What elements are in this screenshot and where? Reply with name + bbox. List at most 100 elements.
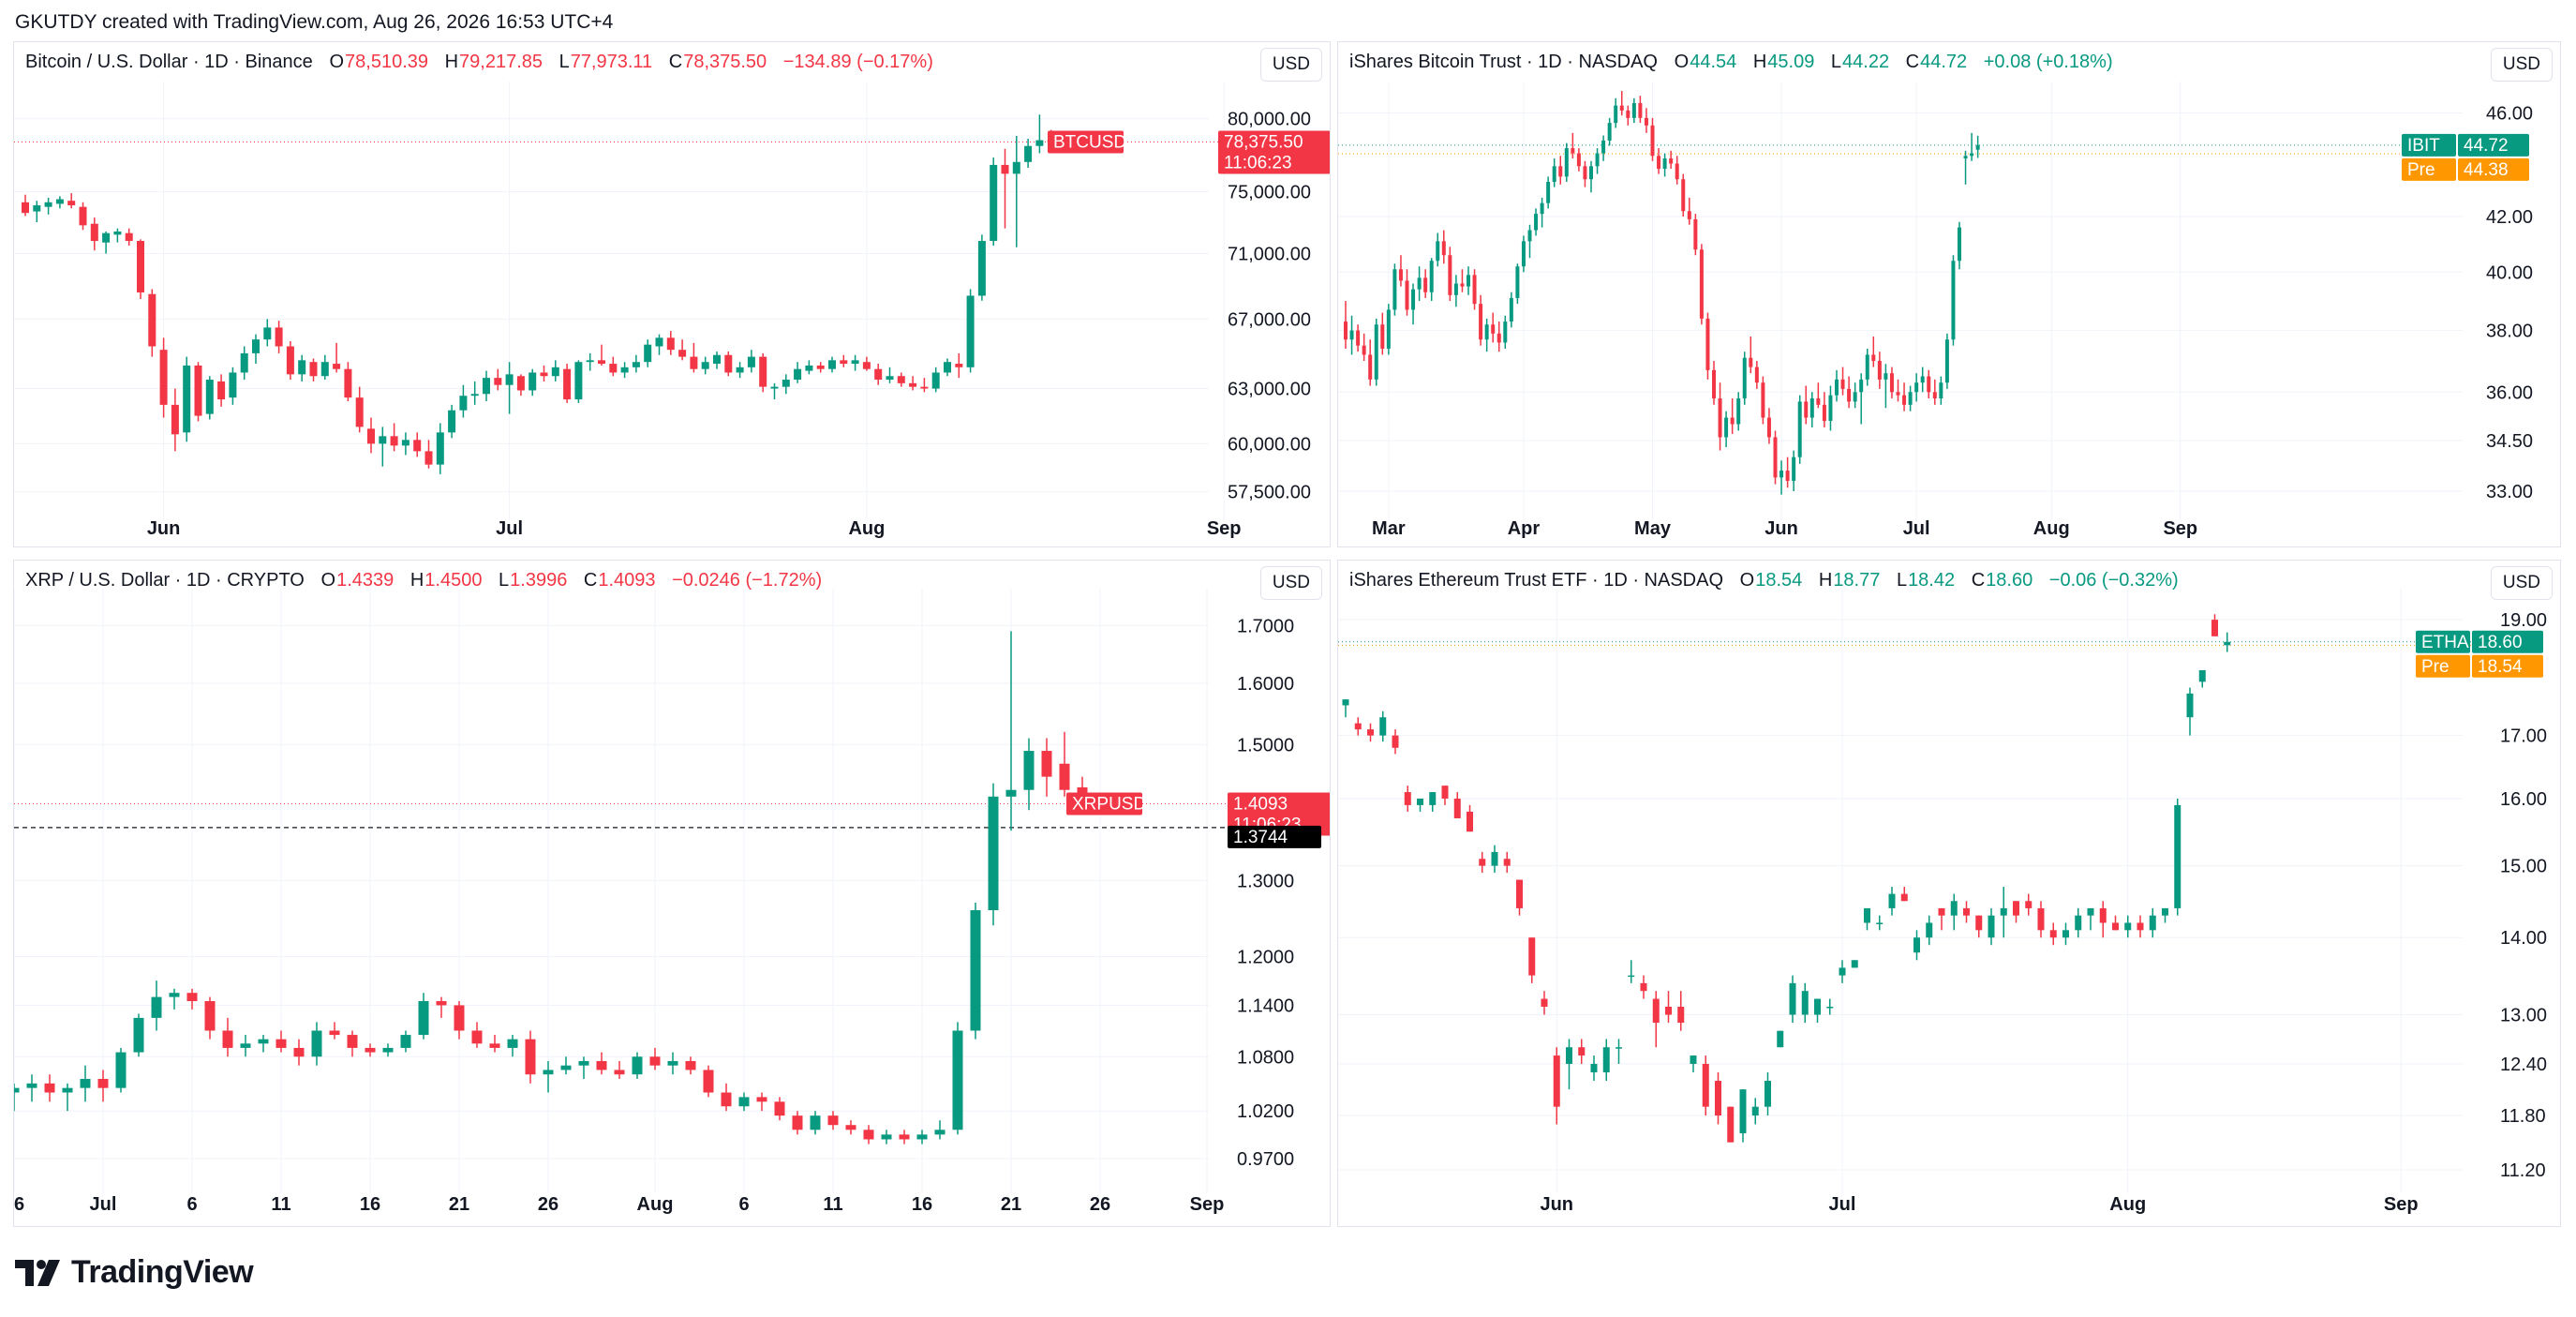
candle[interactable] — [1792, 450, 1796, 491]
candle[interactable] — [344, 362, 352, 402]
candle[interactable] — [862, 356, 871, 371]
candle[interactable] — [1826, 998, 1834, 1015]
candle[interactable] — [1001, 148, 1009, 229]
candle[interactable] — [1764, 1071, 1771, 1116]
candle[interactable] — [1441, 786, 1449, 805]
candle[interactable] — [1546, 176, 1551, 209]
candle[interactable] — [1739, 1089, 1747, 1143]
candle[interactable] — [1035, 114, 1044, 154]
candle[interactable] — [805, 360, 813, 375]
candle[interactable] — [2124, 915, 2132, 938]
candle[interactable] — [217, 374, 226, 407]
candle[interactable] — [1386, 304, 1391, 355]
candle[interactable] — [756, 1092, 767, 1112]
candle[interactable] — [632, 354, 640, 373]
candle[interactable] — [1888, 887, 1896, 916]
candle[interactable] — [578, 1056, 589, 1080]
candle[interactable] — [1932, 379, 1937, 405]
candle[interactable] — [2149, 907, 2156, 938]
candle[interactable] — [1379, 711, 1387, 742]
candle[interactable] — [525, 1030, 536, 1084]
candle[interactable] — [586, 352, 594, 371]
candle[interactable] — [55, 196, 64, 209]
candle[interactable] — [205, 376, 214, 420]
currency-button[interactable]: USD — [2490, 48, 2553, 82]
candle[interactable] — [792, 1111, 803, 1135]
candle[interactable] — [1677, 991, 1685, 1031]
candle[interactable] — [1914, 373, 1919, 402]
candle[interactable] — [529, 368, 537, 397]
candle[interactable] — [448, 404, 456, 439]
candle[interactable] — [1626, 105, 1630, 126]
candle[interactable] — [1951, 255, 1956, 346]
candle[interactable] — [1467, 804, 1473, 832]
candle[interactable] — [1521, 235, 1526, 273]
candle[interactable] — [1785, 456, 1790, 488]
candle[interactable] — [204, 996, 216, 1040]
candle[interactable] — [1467, 266, 1470, 295]
candle[interactable] — [329, 1022, 340, 1040]
candle[interactable] — [1809, 392, 1814, 427]
candle[interactable] — [794, 362, 802, 383]
candle[interactable] — [44, 197, 52, 215]
candle[interactable] — [1690, 1055, 1697, 1072]
candle[interactable] — [1963, 901, 1970, 923]
candle[interactable] — [483, 370, 490, 402]
candle[interactable] — [1638, 96, 1643, 124]
candle[interactable] — [666, 331, 675, 355]
candle[interactable] — [1712, 360, 1716, 405]
candle[interactable] — [424, 440, 433, 469]
candle[interactable] — [916, 1130, 928, 1145]
candle[interactable] — [970, 902, 981, 1040]
candle[interactable] — [1368, 339, 1373, 386]
candle[interactable] — [2037, 901, 2045, 938]
candle[interactable] — [886, 367, 894, 383]
candle[interactable] — [379, 427, 387, 467]
candle[interactable] — [810, 1111, 821, 1135]
candle[interactable] — [1939, 376, 1943, 405]
candle[interactable] — [1705, 312, 1710, 380]
candle[interactable] — [102, 232, 111, 254]
candle[interactable] — [1988, 907, 1995, 946]
candle[interactable] — [382, 1043, 394, 1057]
candle[interactable] — [1853, 382, 1857, 409]
candle[interactable] — [1865, 348, 1869, 386]
candle[interactable] — [747, 350, 755, 373]
candle[interactable] — [516, 374, 525, 397]
candle[interactable] — [1724, 411, 1729, 448]
candle[interactable] — [1354, 717, 1362, 736]
candle[interactable] — [952, 1022, 963, 1135]
candle[interactable] — [1628, 960, 1635, 983]
candle[interactable] — [390, 423, 398, 452]
candle[interactable] — [897, 372, 905, 387]
candle[interactable] — [1822, 392, 1826, 427]
candle[interactable] — [1631, 97, 1636, 124]
candle[interactable] — [701, 356, 709, 375]
candle[interactable] — [1913, 930, 1920, 961]
candle[interactable] — [703, 1065, 714, 1098]
candle[interactable] — [1699, 244, 1704, 325]
candle[interactable] — [2137, 915, 2144, 938]
candle[interactable] — [1453, 275, 1458, 307]
candle[interactable] — [899, 1130, 910, 1145]
candle[interactable] — [1602, 1039, 1610, 1082]
candle[interactable] — [1576, 148, 1581, 172]
candle[interactable] — [1472, 269, 1477, 310]
candle[interactable] — [990, 157, 998, 247]
candle[interactable] — [1742, 352, 1747, 405]
candle[interactable] — [1859, 373, 1864, 425]
candle[interactable] — [759, 352, 767, 393]
candle[interactable] — [1814, 998, 1821, 1024]
candle[interactable] — [1503, 851, 1511, 874]
candle[interactable] — [1374, 318, 1378, 386]
candle[interactable] — [1736, 392, 1741, 431]
candle[interactable] — [1479, 851, 1486, 874]
candle[interactable] — [1975, 135, 1980, 158]
candle[interactable] — [367, 417, 375, 454]
candle[interactable] — [2198, 670, 2206, 688]
candle[interactable] — [1595, 148, 1600, 174]
candle[interactable] — [1496, 322, 1501, 352]
candle[interactable] — [252, 334, 260, 365]
candle[interactable] — [2013, 901, 2019, 923]
candle[interactable] — [1927, 369, 1931, 399]
